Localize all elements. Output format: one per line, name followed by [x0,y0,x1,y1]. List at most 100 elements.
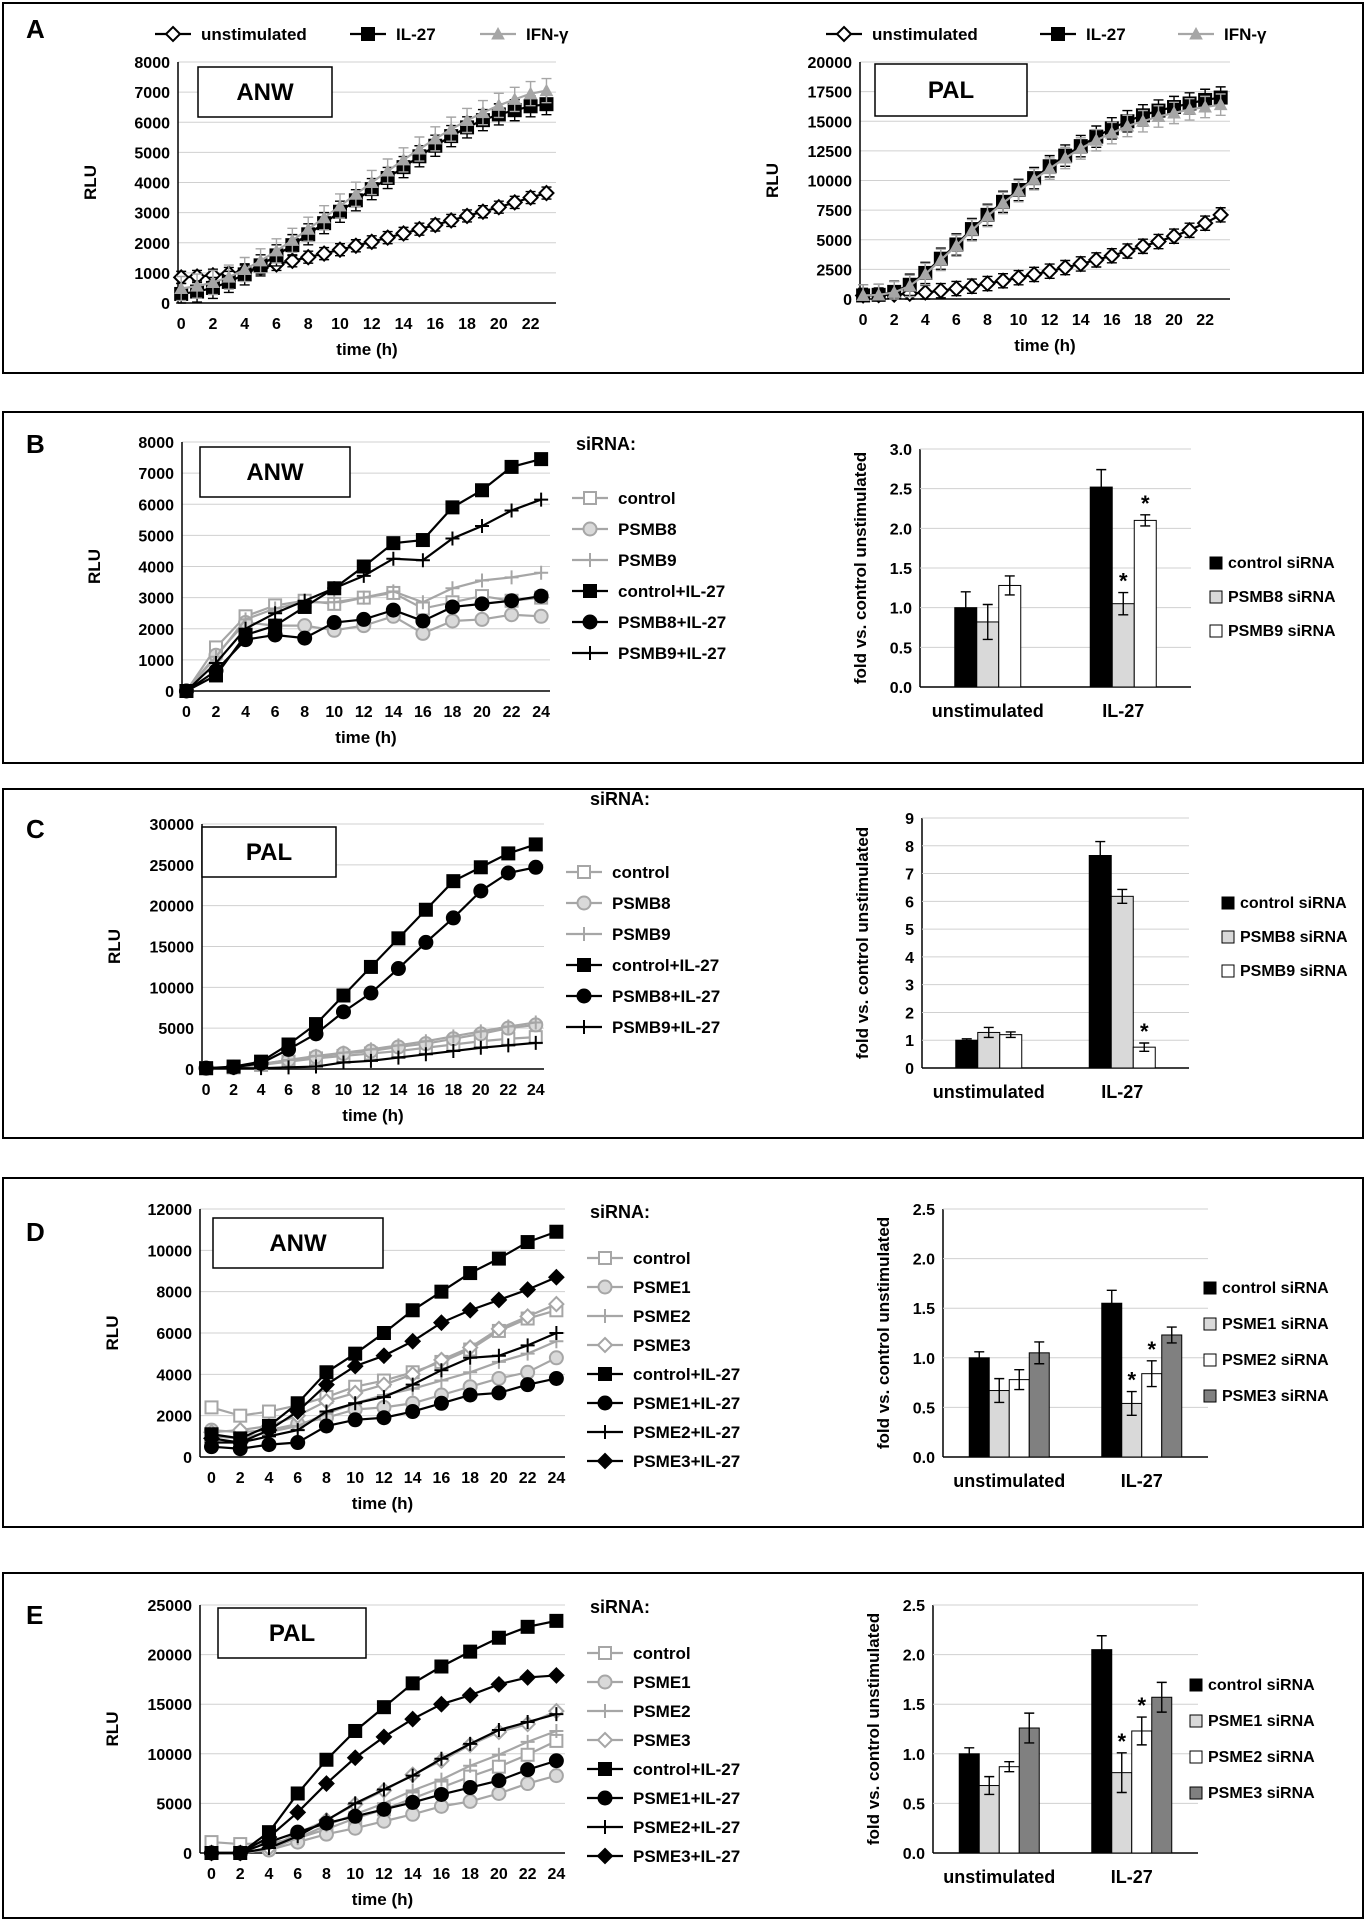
data-point [445,910,461,926]
x-tick-label: 24 [532,704,550,721]
x-tick-label: 10 [346,1866,364,1883]
x-tick-label: 10 [325,704,343,721]
x-tick-label: 20 [1165,312,1183,329]
y-tick-label: 0.5 [890,640,912,657]
data-point [226,1061,241,1076]
y-tick-label: 2.0 [913,1252,935,1269]
legend-marker [1189,26,1203,40]
x-tick-label: 22 [503,704,521,721]
chart-title-box [217,1607,367,1659]
y-tick-label: 10000 [150,980,195,997]
error-bar [984,1775,995,1796]
y-tick-label: 25000 [148,1598,193,1615]
data-point [174,281,189,295]
data-point [333,198,347,212]
data-point [501,1038,516,1053]
legend-swatch [1203,1353,1217,1367]
panel-a: A [2,2,1364,374]
data-point [1073,141,1088,155]
y-tick-label: 12000 [148,1202,193,1219]
data-point [446,874,461,889]
y-axis-label: fold vs. control unstimulated [853,827,872,1059]
data-point [396,152,411,166]
data-point [308,1026,324,1042]
data-point [327,581,342,596]
y-tick-label: 2.5 [903,1598,925,1615]
y-tick-label: 2000 [138,622,174,639]
x-axis-label: time (h) [352,1494,413,1513]
data-point [460,113,474,126]
error-bar [960,591,971,625]
y-tick-label: 0 [183,1450,192,1467]
error-bar [1004,575,1015,596]
data-point [1042,161,1057,175]
data-point [199,1061,214,1076]
data-point [363,985,379,1001]
data-point [412,142,427,155]
data-point [445,500,460,515]
data-point [254,1061,269,1076]
legend-marker [598,1251,612,1265]
data-point [405,1377,420,1392]
data-point [949,238,964,252]
x-tick-label: 22 [499,1082,517,1099]
data-point [318,1376,335,1394]
data-point [433,1395,449,1411]
legend-marker [597,1279,613,1295]
data-point [446,1029,461,1044]
y-axis-label: RLU [85,549,104,584]
legend-marker [597,1395,613,1411]
data-point [1150,233,1167,250]
data-point [433,1786,449,1802]
x-axis-label: time (h) [352,1890,413,1909]
data-point [1087,251,1105,269]
data-point [445,531,460,546]
data-point [1181,221,1198,239]
data-point [356,568,371,583]
data-point [376,1410,392,1426]
panel-label: E [26,1600,44,1630]
x-tick-label: 14 [404,1866,422,1883]
error-bar [1136,1716,1147,1746]
legend-label: PSMB8 [612,894,671,913]
data-point [1151,109,1166,123]
x-tick-label: 20 [490,316,508,333]
data-point [391,1050,406,1065]
error-bar [982,603,993,641]
data-point [1167,105,1181,119]
data-point [203,1429,220,1447]
y-tick-label: 0.0 [890,680,912,697]
data-point [379,229,397,247]
data-point [871,287,886,301]
x-category-label: unstimulated [933,1082,1045,1102]
data-point [491,1385,507,1401]
data-point [415,553,430,568]
data-point [490,198,508,216]
data-point [520,1619,535,1634]
data-point [376,1390,391,1405]
data-point [933,252,948,266]
x-axis-label: time (h) [336,340,397,359]
legend-swatch [1221,930,1235,944]
legend-label: control siRNA [1240,895,1347,912]
legend-marker [598,1309,612,1323]
legend-label: PSME3 [633,1731,691,1750]
legend-label: PSME1 [633,1673,691,1692]
data-point [547,1295,565,1313]
legend-title: siRNA: [590,1597,650,1617]
y-tick-label: 9 [905,811,914,828]
data-point [473,1024,488,1039]
data-point [446,1044,461,1059]
x-tick-label: 4 [265,1866,274,1883]
legend-label: PSMB8 siRNA [1240,929,1348,946]
data-point [315,245,333,263]
legend-label: PSME3 siRNA [1222,1388,1329,1405]
data-point [1103,247,1121,265]
data-point [404,1710,422,1728]
data-point [549,1326,564,1340]
y-axis-label: fold vs. control unstimulated [864,1613,883,1845]
y-tick-label: 3.0 [890,442,912,459]
